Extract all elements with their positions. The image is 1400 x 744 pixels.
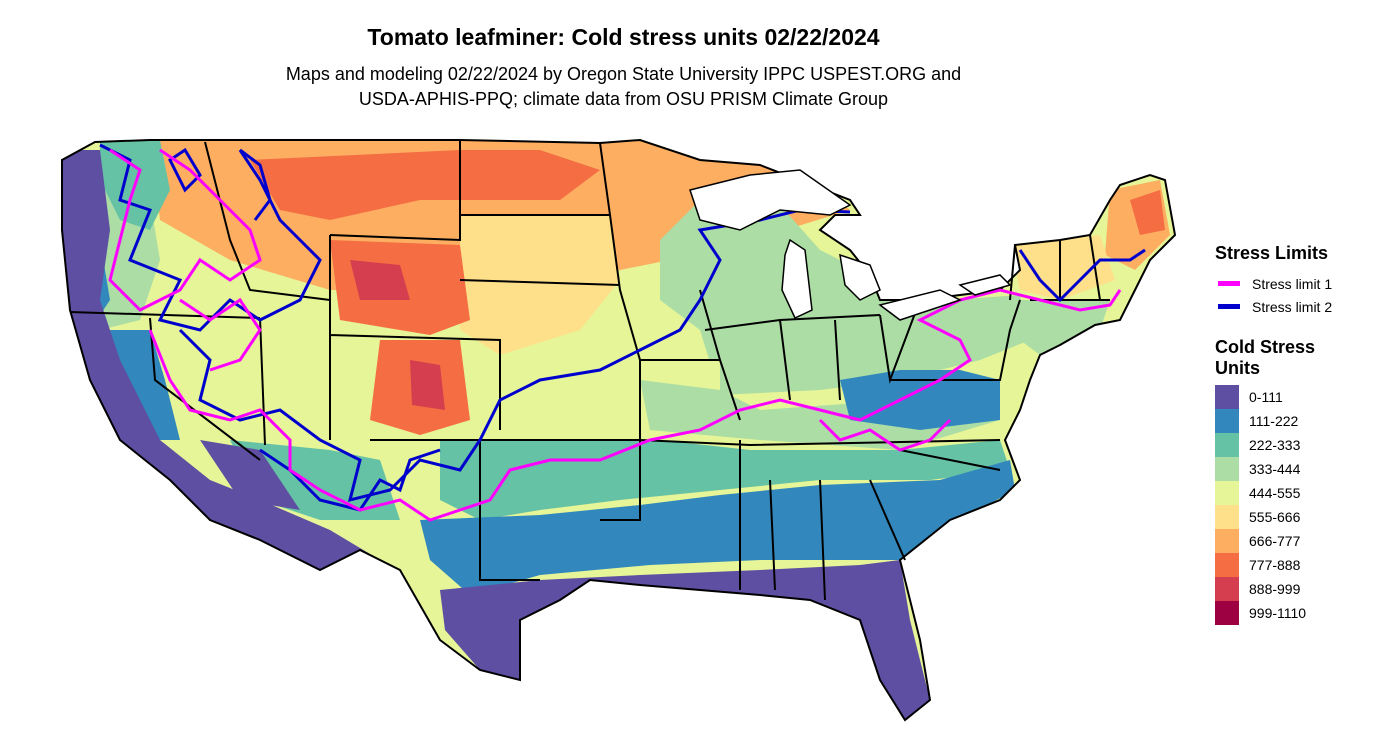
stress-limit-1-swatch	[1218, 281, 1240, 286]
great-lakes	[689, 169, 1012, 321]
legend-item-stress-limit-2: Stress limit 2	[1215, 295, 1332, 318]
subtitle-line-2: USDA-APHIS-PPQ; climate data from OSU PR…	[358, 89, 889, 109]
class-label: 777-888	[1249, 557, 1301, 573]
class-color-swatch	[1215, 385, 1239, 409]
class-color-swatch	[1215, 457, 1239, 481]
class-color-swatch	[1215, 577, 1239, 601]
map-subtitle: Maps and modeling 02/22/2024 by Oregon S…	[0, 62, 1247, 112]
class-label: 444-555	[1249, 485, 1301, 501]
stress-limit-1-contours	[108, 148, 1122, 522]
cold-stress-classes: 0-111 111-222 222-333 333-444 444-555 555-666…	[1215, 385, 1332, 625]
subtitle-line-1: Maps and modeling 02/22/2024 by Oregon S…	[285, 64, 962, 84]
legend-class-111-222: 111-222	[1215, 409, 1332, 433]
class-color-swatch	[1215, 481, 1239, 505]
legend-class-888-999: 888-999	[1215, 577, 1332, 601]
class-label: 222-333	[1249, 437, 1301, 453]
class-color-swatch	[1215, 505, 1239, 529]
class-label: 111-222	[1249, 413, 1299, 429]
legend-label: Stress limit 2	[1252, 298, 1333, 315]
legend-class-555-666: 555-666	[1215, 505, 1332, 529]
legend-class-999-1110: 999-1110	[1215, 601, 1332, 625]
legend: Stress Limits Stress limit 1 Stress limi…	[1215, 243, 1332, 625]
class-color-swatch	[1215, 529, 1239, 553]
stress-limit-2-swatch	[1218, 304, 1240, 309]
legend-class-777-888: 777-888	[1215, 553, 1332, 577]
cold-title-line-2: Units	[1215, 358, 1260, 378]
class-label: 333-444	[1249, 461, 1301, 477]
class-color-swatch	[1215, 553, 1239, 577]
class-label: 999-1110	[1249, 605, 1307, 621]
legend-class-666-777: 666-777	[1215, 529, 1332, 553]
legend-class-0-111: 0-111	[1215, 385, 1332, 409]
class-color-swatch	[1215, 409, 1239, 433]
state-boundaries	[61, 138, 1177, 722]
stress-limits-legend-title: Stress Limits	[1215, 243, 1329, 263]
class-label: 0-111	[1249, 389, 1283, 405]
cold-title-line-1: Cold Stress	[1215, 337, 1316, 357]
map-title: Tomato leafminer: Cold stress units 02/2…	[367, 24, 880, 50]
class-label: 888-999	[1249, 581, 1301, 597]
cold-stress-legend-title: Cold Stress Units	[1215, 337, 1332, 379]
class-label: 666-777	[1249, 533, 1301, 549]
legend-class-444-555: 444-555	[1215, 481, 1332, 505]
legend-class-222-333: 222-333	[1215, 433, 1332, 457]
class-color-swatch	[1215, 433, 1239, 457]
legend-class-333-444: 333-444	[1215, 457, 1332, 481]
legend-label: Stress limit 1	[1252, 275, 1333, 292]
legend-item-stress-limit-1: Stress limit 1	[1215, 272, 1332, 295]
class-label: 555-666	[1249, 509, 1301, 525]
class-color-swatch	[1215, 601, 1239, 625]
